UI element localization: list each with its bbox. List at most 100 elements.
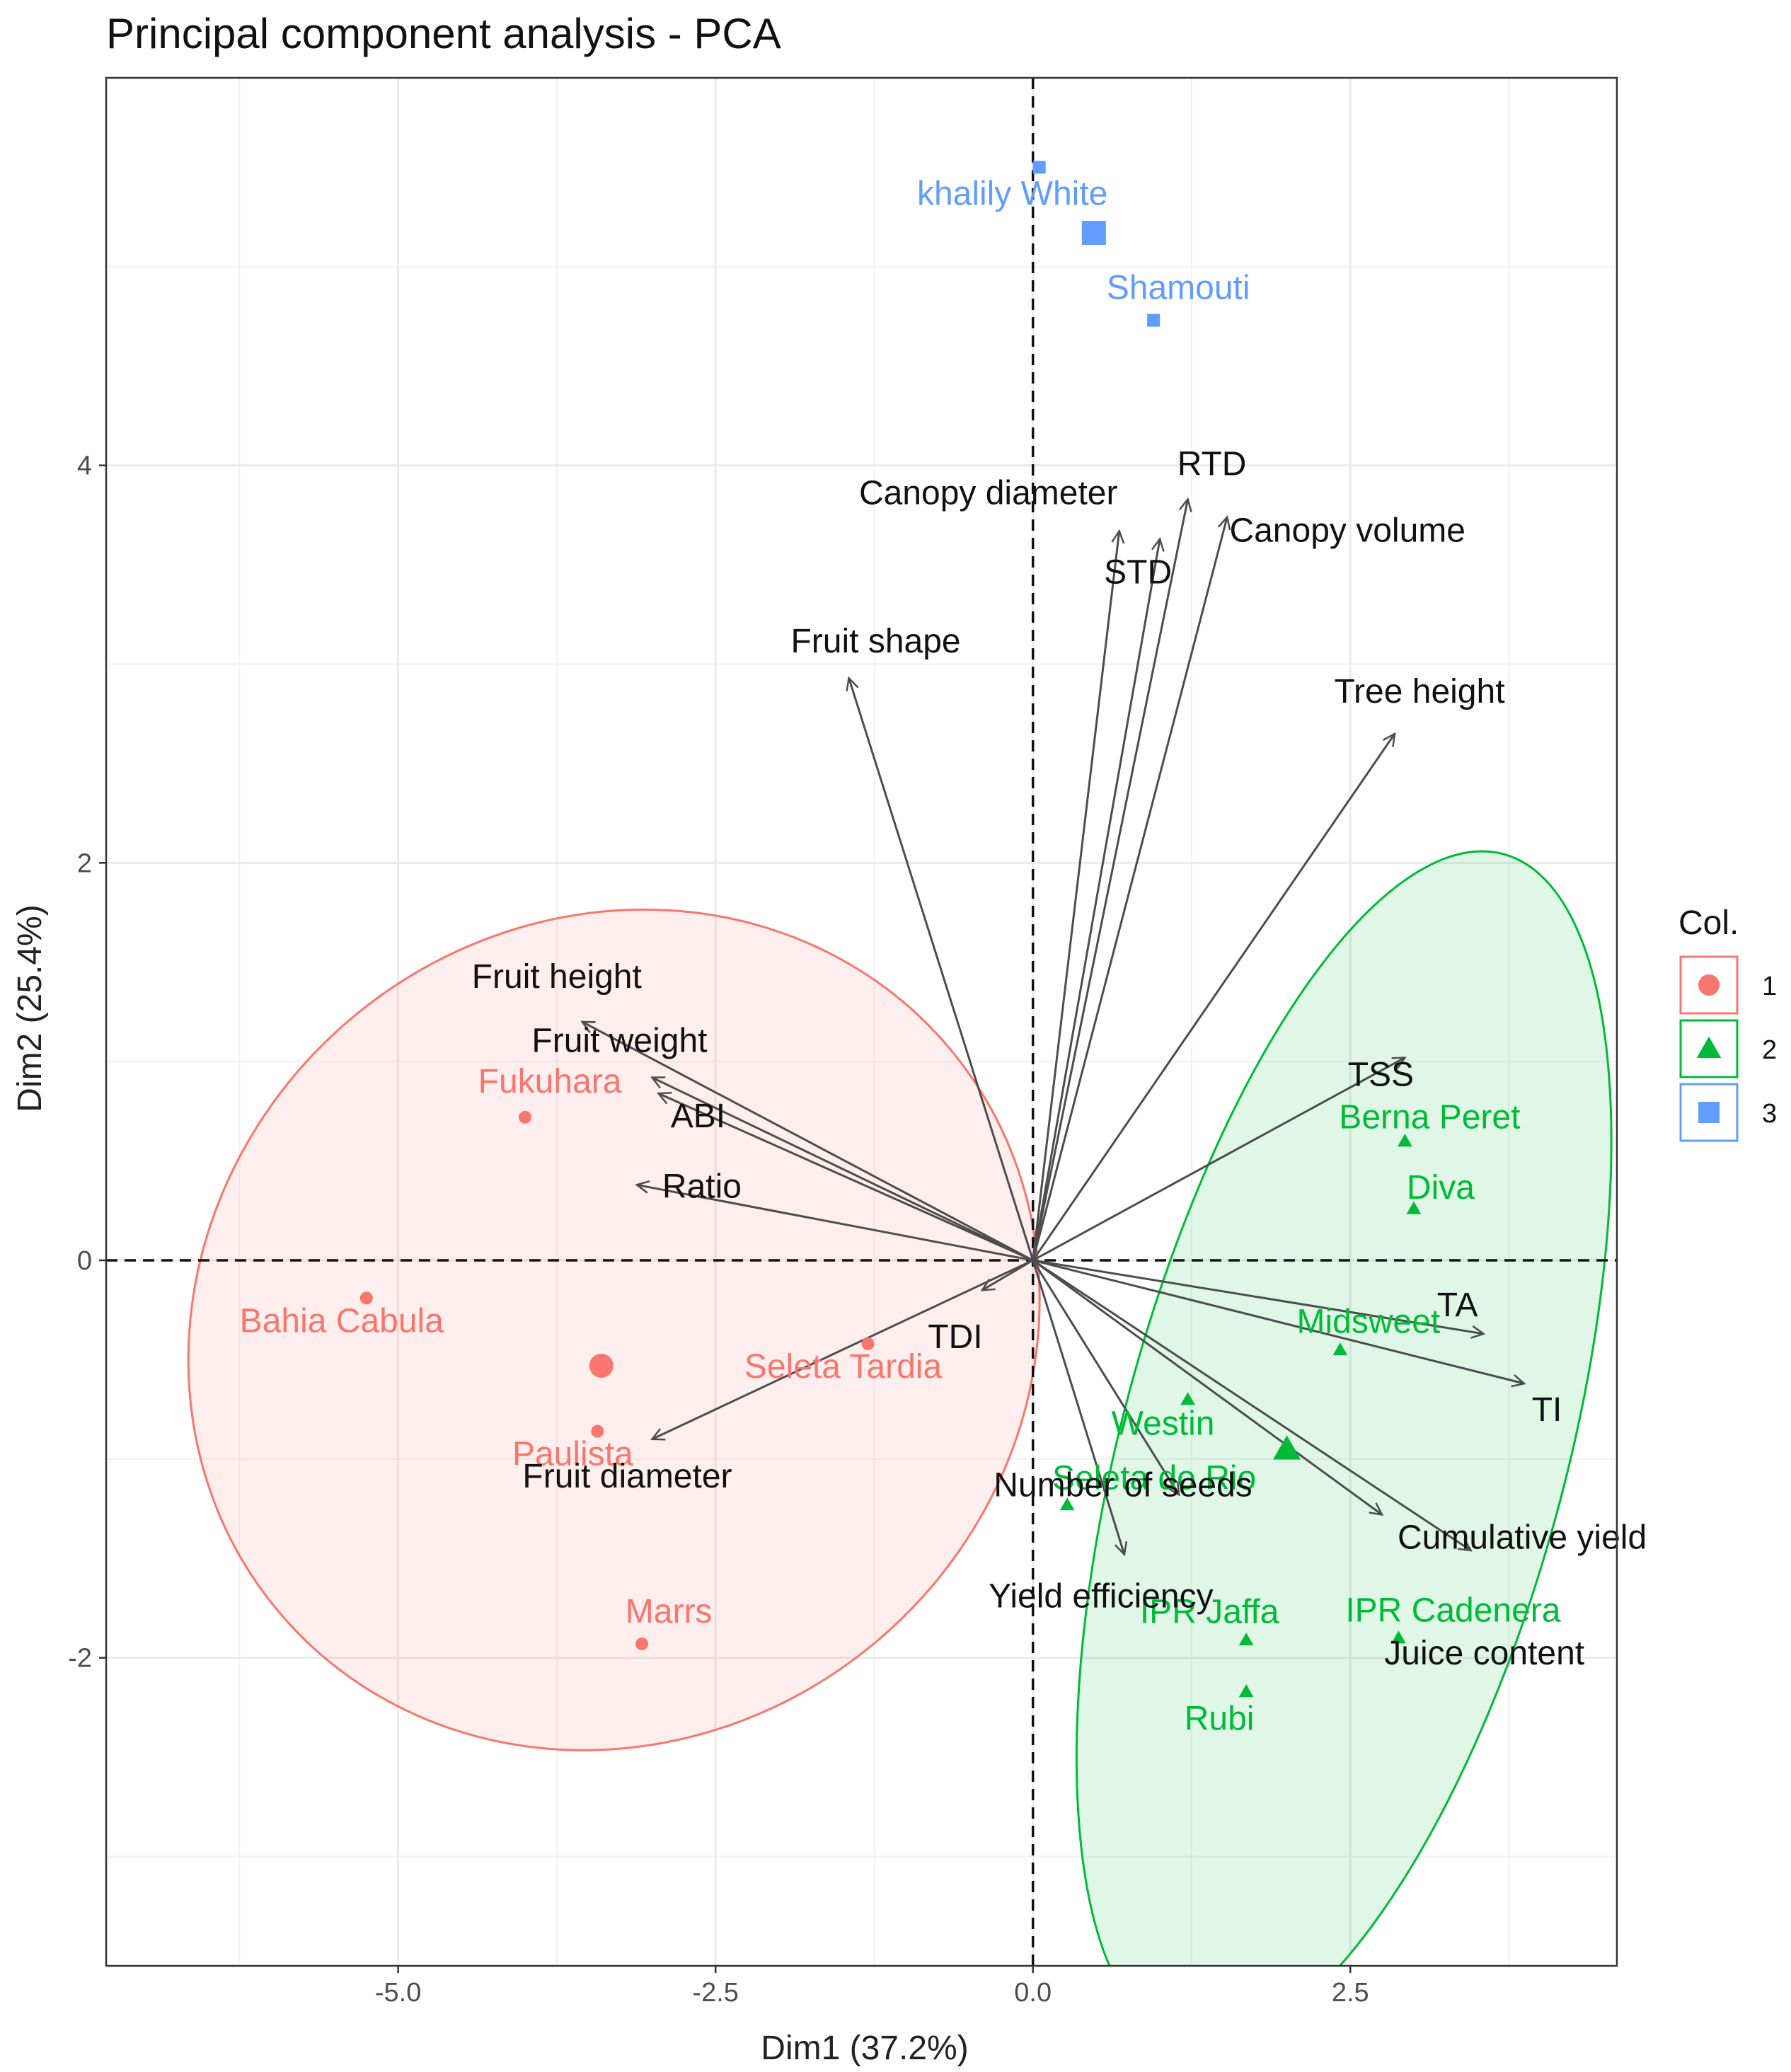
legend-key-circle (1698, 974, 1720, 996)
legend-label: 1 (1762, 972, 1777, 1001)
variable-arrow (1032, 539, 1160, 1261)
individual-label: Bahia Cabula (240, 1302, 444, 1340)
variable-arrow (1032, 734, 1395, 1261)
panel-background (106, 78, 1617, 1966)
variable-arrow (652, 1259, 1034, 1439)
point-group-2 (1238, 1633, 1254, 1646)
y-tick-label: -2 (68, 1644, 92, 1674)
variable-label: ABI (671, 1098, 725, 1135)
variable-arrow (1032, 1058, 1405, 1262)
x-axis-title: Dim1 (37.2%) (761, 2030, 968, 2067)
point-group-3 (1147, 313, 1161, 327)
point-group-1 (861, 1337, 875, 1350)
individual-labels: Fukuhara Bahia Cabula Seleta Tardia Paulist… (240, 175, 1561, 1737)
variable-arrows (582, 499, 1524, 1554)
variable-label: Fruit diameter (522, 1458, 732, 1495)
point-group-1 (635, 1638, 649, 1651)
variable-arrow (1032, 1259, 1471, 1550)
variable-label: Ratio (662, 1168, 742, 1205)
legend-title: Col. (1678, 904, 1739, 942)
chart-title: Principal component analysis - PCA (106, 10, 781, 57)
y-tick-label: 0 (77, 1246, 92, 1276)
variable-label: Canopy volume (1229, 512, 1465, 550)
variable-arrow (652, 1078, 1034, 1262)
variable-arrow (1032, 1259, 1382, 1514)
centroid-group-3 (1081, 221, 1106, 246)
individual-label: Midsweet (1297, 1303, 1441, 1340)
variable-arrow (637, 1185, 1033, 1262)
point-group-2 (1332, 1342, 1348, 1356)
point-group-1 (519, 1110, 532, 1124)
variable-label: RTD (1177, 445, 1247, 483)
point-group-1 (591, 1424, 604, 1438)
point-group-2 (1238, 1684, 1254, 1698)
individual-label: Fukuhara (478, 1063, 622, 1100)
individual-label: Shamouti (1107, 270, 1250, 307)
point-group-3 (1032, 161, 1046, 174)
individual-label: Rubi (1185, 1700, 1255, 1737)
variable-arrow (1032, 1260, 1124, 1555)
confidence-ellipse-group-2 (1075, 850, 1613, 1966)
legend-key-box (1679, 1083, 1739, 1142)
axis-ticks: -5.0 -2.5 0.0 2.5 -2 0 2 4 (68, 451, 1369, 2008)
variable-label: TDI (928, 1318, 982, 1356)
variable-label: TI (1532, 1391, 1562, 1429)
variable-label: TSS (1348, 1057, 1414, 1094)
variable-label: Number of seeds (994, 1466, 1252, 1504)
variable-label: Yield efficiency (989, 1578, 1214, 1616)
variable-arrow (1032, 531, 1119, 1261)
individual-label: IPR Jaffa (1140, 1593, 1279, 1630)
variable-label: TA (1437, 1287, 1478, 1324)
variable-label: STD (1104, 554, 1172, 592)
variable-arrow (1032, 499, 1188, 1261)
individual-label: Diva (1407, 1169, 1475, 1207)
individual-label: Seleta Tardia (744, 1348, 943, 1386)
point-group-2 (1398, 1134, 1412, 1147)
variable-arrow (1032, 517, 1228, 1261)
individual-label: IPR Cadenera (1345, 1592, 1560, 1630)
legend-key-square (1698, 1102, 1720, 1123)
point-group-1 (359, 1291, 373, 1305)
variable-arrow (582, 1020, 1034, 1262)
variable-label: Cumulative yield (1398, 1519, 1647, 1556)
variable-arrow (1032, 1259, 1524, 1383)
x-tick-label: 2.5 (1332, 1978, 1369, 2008)
panel-border (105, 76, 1618, 1967)
individual-label: Marrs (626, 1593, 713, 1630)
centroid-group-2 (1272, 1435, 1301, 1460)
individual-points (359, 161, 1422, 1698)
variable-label: Tree height (1335, 673, 1505, 710)
x-tick-label: 0.0 (1014, 1978, 1052, 2008)
legend-label: 2 (1762, 1035, 1777, 1065)
x-tick-label: -5.0 (375, 1978, 421, 2008)
legend-label: 3 (1762, 1099, 1777, 1129)
y-tick-label: 2 (77, 848, 92, 878)
variable-label: Fruit height (472, 958, 642, 996)
variable-arrow (658, 1093, 1034, 1262)
individual-label: Berna Peret (1339, 1099, 1520, 1136)
variable-arrow (1032, 1260, 1179, 1495)
centroid-group-1 (589, 1353, 614, 1378)
y-axis-title: Dim2 (25.4%) (11, 904, 49, 1112)
variable-label: Fruit weight (531, 1023, 707, 1060)
y-tick-label: 4 (77, 451, 92, 481)
individual-label: Seleta do Rio (1052, 1459, 1256, 1497)
point-group-2 (1406, 1201, 1422, 1214)
legend-key-triangle (1696, 1036, 1722, 1058)
individual-label: khalily White (917, 175, 1107, 212)
confidence-ellipse-group-1 (187, 908, 1041, 1751)
variable-arrow (1032, 1259, 1484, 1334)
variable-label: Juice content (1384, 1635, 1584, 1672)
point-group-2 (1180, 1392, 1195, 1405)
variable-label: Canopy diameter (859, 474, 1118, 512)
point-group-2 (1059, 1497, 1075, 1511)
variable-labels: RTD Canopy diameter STD Canopy volume Fruit … (472, 445, 1647, 1672)
individual-label: Westin (1112, 1405, 1215, 1443)
plot-panel: Fukuhara Bahia Cabula Seleta Tardia Paulist… (105, 76, 1647, 1967)
legend: Col. 1 2 3 (1678, 904, 1777, 1142)
point-group-2 (1391, 1630, 1406, 1644)
x-tick-label: -2.5 (692, 1978, 738, 2008)
individual-label: Paulista (512, 1436, 633, 1473)
variable-arrow (849, 678, 1035, 1261)
